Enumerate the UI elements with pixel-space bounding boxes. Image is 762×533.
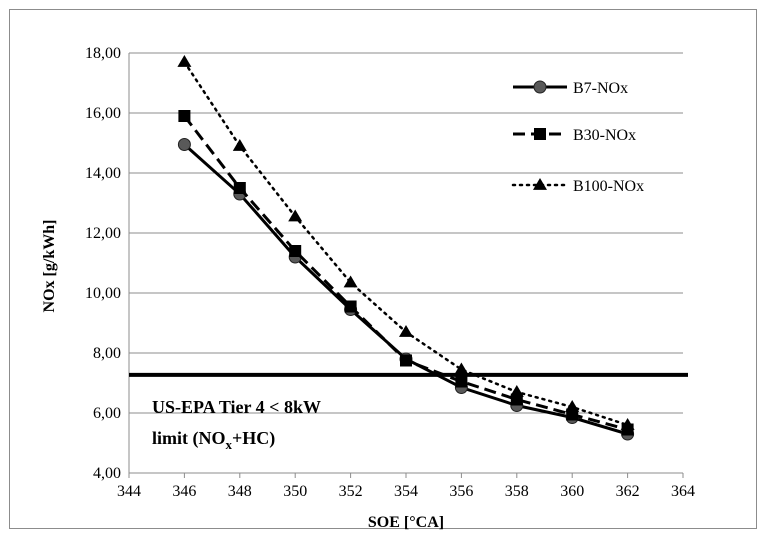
limit-annotation-prefix: limit (NO: [152, 428, 226, 449]
data-point-b100-nox: [233, 139, 247, 151]
x-tick-label: 354: [394, 483, 418, 500]
x-tick-label: 362: [616, 483, 640, 500]
y-tick-label: 8,00: [93, 345, 121, 362]
data-point-b30-nox: [345, 301, 357, 313]
y-tick-labels: 4,00 6,00 8,00 10,00 12,00 14,00 16,00 18,00: [85, 45, 121, 482]
series-line-b7-nox: [184, 145, 627, 435]
data-point-b100-nox: [510, 385, 524, 397]
x-tick-label: 356: [449, 483, 473, 500]
data-point-b100-nox: [565, 400, 579, 412]
data-point-b30-nox: [400, 355, 412, 367]
y-tick-label: 4,00: [93, 465, 121, 482]
data-point-b100-nox: [177, 55, 191, 67]
limit-annotation-suffix: +HC): [232, 428, 275, 449]
y-tick-label: 14,00: [85, 165, 121, 182]
x-tick-label: 348: [228, 483, 252, 500]
y-tick-label: 10,00: [85, 285, 121, 302]
data-point-b30-nox: [178, 110, 190, 122]
legend-label-b30-nox: B30-NOx: [573, 127, 636, 144]
series-line-b100-nox: [184, 62, 627, 425]
limit-annotation-line2: limit (NOx+HC): [152, 428, 275, 452]
data-point-b7-nox: [178, 139, 190, 151]
x-tick-label: 360: [560, 483, 584, 500]
x-tick-label: 358: [505, 483, 529, 500]
x-tick-label: 364: [671, 483, 695, 500]
data-point-b30-nox: [234, 182, 246, 194]
legend: B7-NOx B30-NOx B100-NOx: [513, 80, 644, 195]
x-tick-label: 346: [172, 483, 196, 500]
series-line-b30-nox: [184, 116, 627, 430]
legend-label-b7-nox: B7-NOx: [573, 80, 628, 97]
y-tick-label: 6,00: [93, 405, 121, 422]
x-axis-title: SOE [°CA]: [368, 514, 444, 531]
limit-annotation: US-EPA Tier 4 < 8kW limit (NOx+HC): [152, 397, 321, 452]
data-point-b100-nox: [454, 363, 468, 375]
x-tick-label: 344: [117, 483, 141, 500]
y-axis-title: NOx [g/kWh]: [41, 220, 58, 313]
legend-marker-b30-nox: [534, 128, 546, 140]
data-point-b100-nox: [344, 276, 358, 288]
data-point-b30-nox: [289, 245, 301, 257]
y-tick-label: 18,00: [85, 45, 121, 62]
legend-marker-b7-nox: [534, 81, 546, 93]
x-tick-label: 350: [283, 483, 307, 500]
x-tick-labels: 344 346 348 350 352 354 356 358 360 362 364: [117, 483, 695, 500]
y-tick-label: 16,00: [85, 105, 121, 122]
y-tick-label: 12,00: [85, 225, 121, 242]
data-point-b30-nox: [455, 376, 467, 388]
legend-label-b100-nox: B100-NOx: [573, 178, 644, 195]
x-tick-label: 352: [339, 483, 363, 500]
limit-annotation-line1: US-EPA Tier 4 < 8kW: [152, 397, 321, 417]
